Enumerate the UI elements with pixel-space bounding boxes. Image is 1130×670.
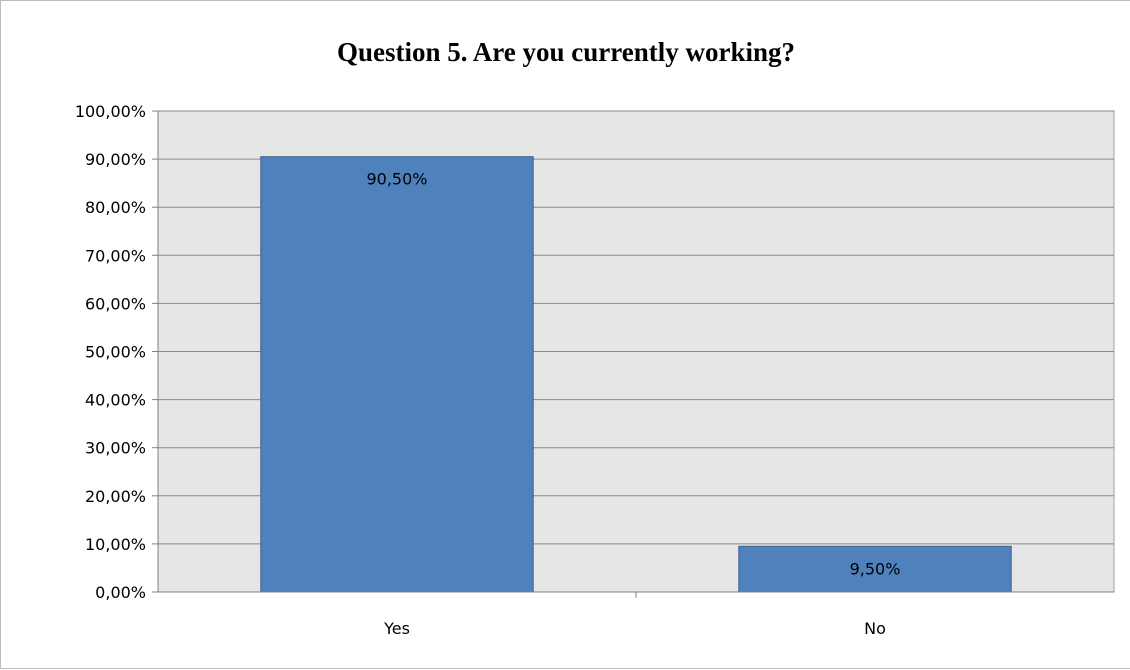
data-label-no: 9,50% bbox=[850, 559, 901, 578]
y-tick-label: 0,00% bbox=[95, 583, 146, 602]
bars: 90,50% 9,50% bbox=[260, 156, 1012, 593]
y-tick-label: 30,00% bbox=[85, 439, 146, 458]
x-axis-category-labels: Yes No bbox=[383, 592, 886, 638]
y-tick-label: 60,00% bbox=[85, 294, 146, 313]
chart-title: Question 5. Are you currently working? bbox=[336, 37, 795, 67]
data-label-yes: 90,50% bbox=[366, 170, 427, 189]
y-tick-label: 10,00% bbox=[85, 535, 146, 554]
y-tick-label: 100,00% bbox=[75, 102, 146, 121]
y-tick-label: 70,00% bbox=[85, 246, 146, 265]
x-category-label-no: No bbox=[864, 619, 886, 638]
bar-yes bbox=[260, 156, 534, 593]
bar-no bbox=[738, 545, 1012, 593]
y-tick-label: 20,00% bbox=[85, 487, 146, 506]
y-axis-tick-labels: 0,00% 10,00% 20,00% 30,00% 40,00% 50,00% 60,00… bbox=[75, 102, 158, 602]
y-tick-label: 40,00% bbox=[85, 391, 146, 410]
y-tick-label: 90,00% bbox=[85, 150, 146, 169]
y-tick-label: 50,00% bbox=[85, 343, 146, 362]
x-category-label-yes: Yes bbox=[383, 619, 410, 638]
y-tick-label: 80,00% bbox=[85, 198, 146, 217]
